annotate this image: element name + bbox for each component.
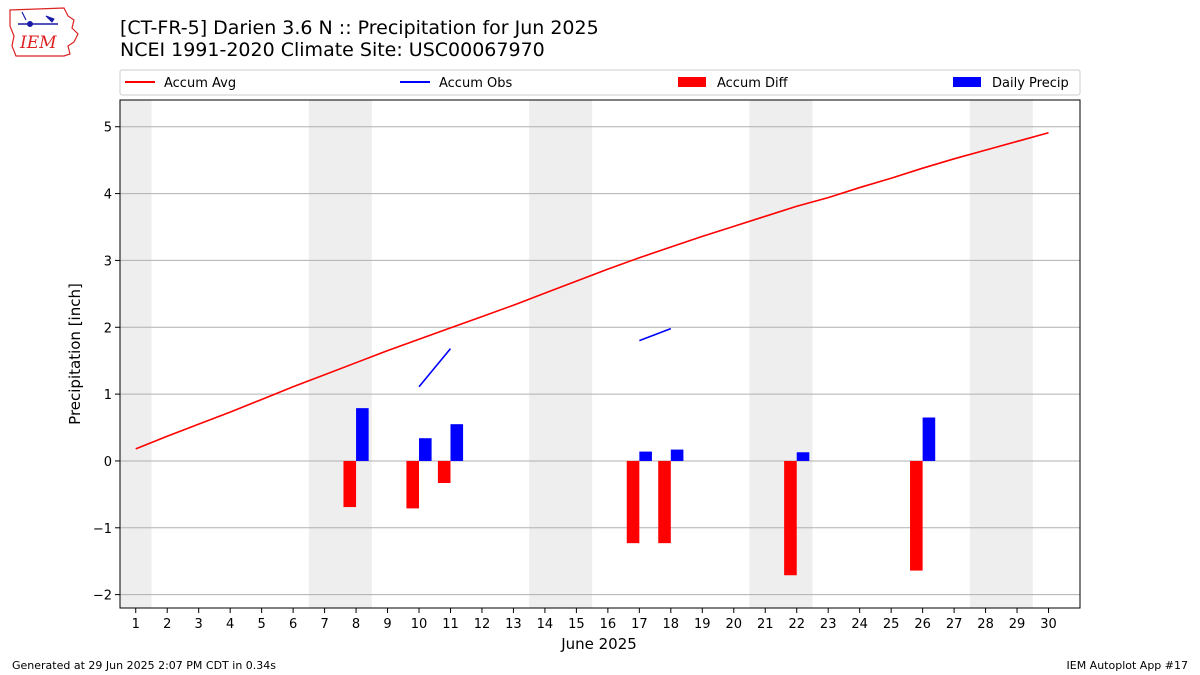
accum-diff-bar bbox=[626, 460, 640, 544]
y-tick-label: 4 bbox=[104, 188, 112, 203]
x-tick-label: 19 bbox=[694, 617, 711, 632]
x-tick-label: 21 bbox=[757, 617, 774, 632]
x-tick-label: 24 bbox=[851, 617, 868, 632]
x-tick-label: 25 bbox=[883, 617, 900, 632]
accum-diff-bar bbox=[406, 460, 420, 509]
daily-precip-bar bbox=[356, 408, 369, 461]
weekend-shade bbox=[749, 100, 813, 608]
y-tick-label: 0 bbox=[104, 455, 112, 470]
accum-diff-bar bbox=[658, 460, 671, 544]
x-tick-label: 29 bbox=[1009, 617, 1026, 632]
x-tick-label: 30 bbox=[1040, 617, 1057, 632]
weather-station-icon bbox=[18, 11, 58, 27]
x-tick-label: 1 bbox=[132, 617, 140, 632]
y-tick-label: −1 bbox=[93, 522, 112, 537]
chart-title-line-2: NCEI 1991-2020 Climate Site: USC00067970 bbox=[120, 39, 545, 61]
x-tick-label: 8 bbox=[352, 617, 360, 632]
logo-text: IEM bbox=[19, 33, 57, 53]
weekend-shade bbox=[529, 100, 593, 608]
x-tick-label: 15 bbox=[568, 617, 585, 632]
accum-obs-line bbox=[639, 327, 672, 342]
x-tick-label: 3 bbox=[195, 617, 203, 632]
accum-diff-bar bbox=[910, 460, 923, 571]
x-tick-label: 10 bbox=[411, 617, 428, 632]
x-tick-label: 11 bbox=[442, 617, 459, 632]
legend-bar-swatch bbox=[953, 77, 981, 87]
accum-diff-bar bbox=[784, 460, 797, 576]
iowa-outline-icon bbox=[9, 7, 79, 57]
y-tick-label: 3 bbox=[104, 254, 112, 269]
legend-label: Daily Precip bbox=[992, 76, 1069, 91]
daily-precip-bar bbox=[796, 452, 810, 461]
daily-precip-bar bbox=[639, 451, 652, 461]
x-tick-label: 7 bbox=[320, 617, 328, 632]
accum-diff-bar bbox=[343, 460, 357, 508]
weekend-shade bbox=[308, 100, 372, 608]
chart-title-line-1: [CT-FR-5] Darien 3.6 N :: Precipitation … bbox=[120, 17, 599, 39]
daily-precip-bar bbox=[419, 438, 432, 461]
x-tick-label: 20 bbox=[725, 617, 742, 632]
legend-box bbox=[119, 69, 1081, 96]
x-tick-label: 16 bbox=[600, 617, 617, 632]
x-tick-label: 17 bbox=[631, 617, 648, 632]
x-tick-label: 4 bbox=[226, 617, 234, 632]
x-tick-label: 14 bbox=[537, 617, 554, 632]
x-tick-label: 2 bbox=[163, 617, 171, 632]
legend-label: Accum Avg bbox=[164, 76, 236, 91]
x-tick-label: 18 bbox=[663, 617, 680, 632]
x-tick-label: 27 bbox=[946, 617, 963, 632]
y-tick-label: 1 bbox=[104, 388, 112, 403]
accum-avg-line bbox=[135, 131, 1049, 450]
legend-label: Accum Diff bbox=[717, 76, 789, 91]
x-tick-label: 5 bbox=[257, 617, 265, 632]
daily-precip-bar bbox=[922, 417, 936, 461]
y-axis-label: Precipitation [inch] bbox=[66, 283, 84, 425]
x-tick-label: 28 bbox=[977, 617, 994, 632]
legend-label: Accum Obs bbox=[439, 76, 512, 91]
weekend-shade bbox=[120, 100, 152, 608]
x-tick-label: 23 bbox=[820, 617, 837, 632]
footer-generated-text: Generated at 29 Jun 2025 2:07 PM CDT in … bbox=[12, 659, 277, 672]
x-tick-label: 6 bbox=[289, 617, 297, 632]
daily-precip-bar bbox=[450, 424, 464, 461]
x-tick-label: 12 bbox=[474, 617, 491, 632]
legend-bar-swatch bbox=[678, 77, 706, 87]
iem-logo: IEM bbox=[9, 7, 79, 57]
y-tick-label: 5 bbox=[104, 121, 112, 136]
x-axis-label: June 2025 bbox=[560, 635, 637, 653]
plot-frame bbox=[119, 99, 1081, 609]
footer-app-text: IEM Autoplot App #17 bbox=[1066, 659, 1189, 672]
daily-precip-bar bbox=[670, 449, 684, 461]
x-tick-label: 13 bbox=[505, 617, 522, 632]
x-tick-label: 9 bbox=[383, 617, 391, 632]
x-tick-label: 26 bbox=[914, 617, 931, 632]
y-tick-label: −2 bbox=[93, 589, 112, 604]
accum-obs-line bbox=[418, 348, 452, 388]
weekend-shade bbox=[969, 100, 1033, 608]
y-tick-label: 2 bbox=[104, 321, 112, 336]
x-tick-label: 22 bbox=[788, 617, 805, 632]
accum-diff-bar bbox=[437, 460, 451, 484]
